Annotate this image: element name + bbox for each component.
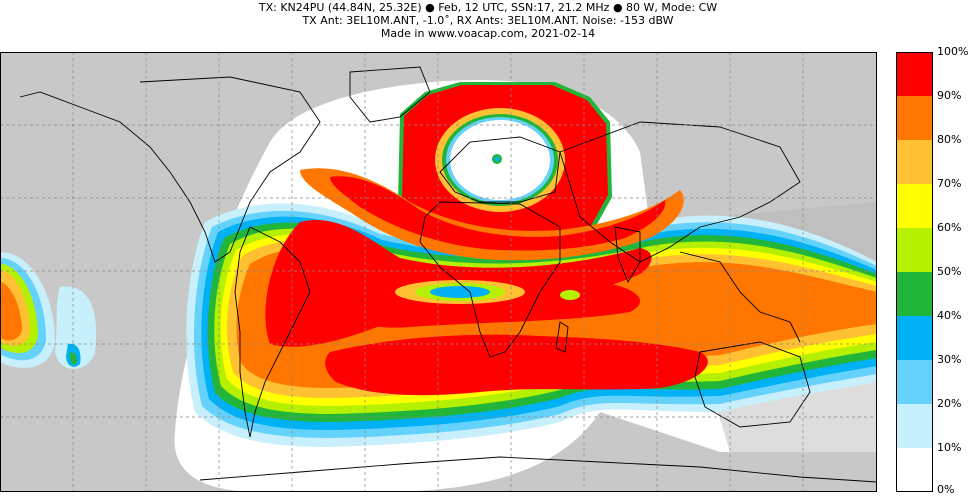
outline-southeast-asia	[679, 251, 801, 343]
colorbar-band-90	[896, 52, 933, 96]
outline-africa	[419, 201, 561, 358]
colorbar-frame	[896, 52, 933, 492]
outline-antarctica	[199, 456, 877, 483]
coverage-north-arc-inner	[330, 176, 666, 251]
outline-australia	[694, 341, 811, 428]
header-line-3: Made in www.voacap.com, 2021-02-14	[380, 27, 596, 40]
colorbar-band-20	[896, 360, 933, 404]
colorbar-label-60: 60%	[937, 221, 962, 234]
header-line-1: TX: KN24PU (44.84N, 25.32E) ● Feb, 12 UT…	[258, 1, 718, 14]
colorbar-band-60	[896, 184, 933, 228]
colorbar-label-0: 0%	[937, 483, 955, 496]
west-band-80	[0, 282, 22, 341]
colorbar-label-10: 10%	[937, 441, 962, 454]
colorbar-label-40: 40%	[937, 309, 962, 322]
outline-india	[614, 226, 641, 284]
colorbar-band-80	[896, 96, 933, 140]
coverage-north-ring	[398, 82, 612, 258]
map-frame	[0, 52, 877, 492]
colorbar-band-70	[896, 140, 933, 184]
graticule	[0, 52, 877, 492]
outline-north-america	[19, 76, 321, 263]
continent-outlines	[19, 66, 877, 483]
colorbar-band-50	[896, 228, 933, 272]
colorbar-band-10	[896, 404, 933, 448]
header-line-2: TX Ant: 3EL10M.ANT, -1.0˚, RX Ants: 3EL1…	[302, 14, 674, 27]
outline-asia	[559, 121, 801, 263]
colorbar-label-50: 50%	[937, 265, 962, 278]
transmitter-marker-core	[494, 156, 500, 162]
colorbar-label-70: 70%	[937, 177, 962, 190]
colorbar-svg	[896, 52, 933, 492]
coverage-map	[0, 52, 877, 492]
colorbar-band-30	[896, 316, 933, 360]
colorbar-label-80: 80%	[937, 133, 962, 146]
band-90b	[325, 334, 708, 396]
outline-madagascar	[555, 321, 569, 353]
outline-greenland	[349, 66, 431, 123]
coverage-west-patch	[0, 252, 97, 369]
outline-europe	[439, 136, 561, 203]
colorbar-label-30: 30%	[937, 353, 962, 366]
skip-zone-small	[560, 290, 580, 300]
west-patch-2	[55, 286, 97, 369]
colorbar-band-40	[896, 272, 933, 316]
colorbar-label-20: 20%	[937, 397, 962, 410]
outline-south-america	[234, 226, 311, 438]
skip-zone-inner	[430, 286, 490, 298]
colorbar-label-90: 90%	[937, 89, 962, 102]
colorbar: 100% 90% 80% 70% 60% 50% 40% 30% 20% 10%…	[896, 46, 976, 496]
colorbar-band-0	[896, 448, 933, 492]
colorbar-label-100: 100%	[937, 45, 969, 58]
